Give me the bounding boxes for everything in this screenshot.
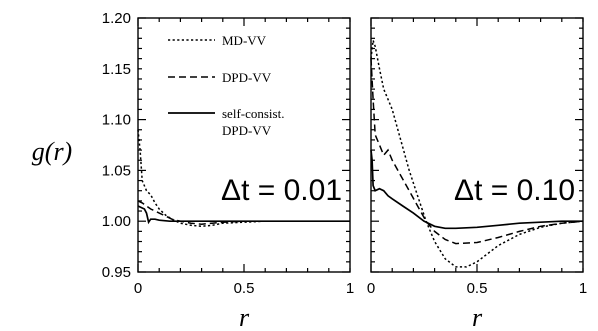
y-tick-label: 1.10 — [102, 112, 131, 129]
x-tick-label: 0 — [367, 280, 375, 297]
x-tick-label: 1 — [579, 280, 587, 297]
panel-dt-001: 0.95 1.00 1.05 1.10 1.15 1.20 0 0.5 1 r Δt = 0.01 — [102, 10, 354, 331]
series-line-solid — [137, 205, 350, 225]
legend: MD-VV DPD-VV self-consist. DPD-VV — [168, 33, 284, 138]
x-axis-label: r — [239, 303, 250, 331]
x-tick-label: 0.5 — [234, 280, 255, 297]
y-tick-label: 0.95 — [102, 264, 131, 281]
series-line-dotted — [370, 40, 584, 268]
x-axis-label: r — [472, 303, 483, 331]
x-tick-label: 1 — [346, 280, 354, 297]
x-tick-label: 0 — [134, 280, 142, 297]
plot-frame — [370, 17, 584, 273]
legend-label: self-consist. — [222, 106, 284, 121]
legend-label: MD-VV — [222, 33, 267, 48]
panel-dt-010: 0 0.5 1 r Δt = 0.10 — [367, 17, 587, 331]
y-tick-label: 1.00 — [102, 213, 131, 230]
y-axis-label: g(r) — [32, 137, 72, 166]
legend-label: DPD-VV — [222, 123, 272, 138]
y-tick-label: 1.20 — [102, 10, 131, 27]
x-tick-label: 0.5 — [467, 280, 488, 297]
legend-label: DPD-VV — [222, 70, 272, 85]
plot-frame — [137, 17, 351, 273]
series-line-solid — [370, 150, 583, 230]
timestep-annotation: Δt = 0.10 — [454, 174, 575, 207]
y-tick-label: 1.05 — [102, 162, 131, 179]
series-line-dashed — [370, 58, 584, 245]
series-line-dashed — [137, 200, 350, 225]
y-tick-label: 1.15 — [102, 61, 131, 78]
timestep-annotation: Δt = 0.01 — [221, 174, 342, 207]
